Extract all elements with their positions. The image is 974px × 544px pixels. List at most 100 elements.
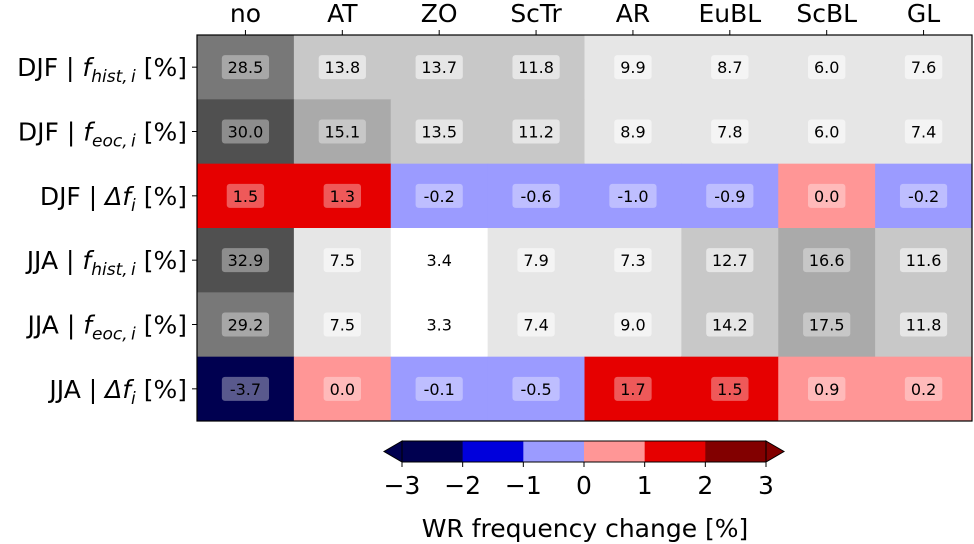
cell-label-box bbox=[614, 248, 652, 273]
heatmap-cell bbox=[197, 99, 295, 165]
cell-value: 7.8 bbox=[717, 123, 742, 142]
column-label: ScTr bbox=[510, 0, 562, 28]
heatmap-cell bbox=[584, 163, 682, 229]
colorbar-extend-max bbox=[765, 440, 785, 463]
cell-label-box bbox=[706, 183, 754, 208]
column-labels: no AT ZO ScTr AR EuBL ScBL GL bbox=[230, 0, 940, 35]
cell-value: 28.5 bbox=[228, 58, 264, 77]
row-label: JJA | feoc, i [%] bbox=[26, 311, 188, 345]
column-label: AT bbox=[327, 0, 358, 28]
row-unit: [%] bbox=[136, 246, 187, 275]
row-season: JJA | bbox=[47, 375, 105, 404]
column-label: no bbox=[230, 0, 261, 28]
cell-value: 6.0 bbox=[814, 58, 839, 77]
heatmap-cell bbox=[293, 163, 392, 229]
cell-label-box bbox=[318, 119, 366, 144]
cell-label-box bbox=[323, 312, 362, 337]
cell-label-box bbox=[221, 119, 270, 144]
cell-value: 0.9 bbox=[814, 380, 839, 399]
cell-value: 11.6 bbox=[906, 251, 942, 270]
colorbar-segment bbox=[705, 441, 767, 462]
row-label: JJA | fhist, i [%] bbox=[25, 246, 187, 280]
cell-label-box bbox=[221, 55, 270, 80]
heatmap-cell bbox=[487, 356, 585, 422]
heatmap-cell bbox=[778, 228, 876, 293]
cell-value: 1.5 bbox=[717, 380, 742, 399]
cell-label-box bbox=[614, 312, 652, 337]
row-season: JJA | bbox=[25, 246, 83, 275]
cell-label-box bbox=[415, 119, 463, 144]
cell-label-box bbox=[415, 376, 463, 401]
cell-label-box bbox=[517, 248, 555, 273]
cell-value: 0.0 bbox=[814, 187, 839, 206]
row-subscript: i bbox=[131, 196, 136, 216]
row-unit: [%] bbox=[136, 53, 187, 82]
heatmap-cell bbox=[197, 356, 295, 422]
cell-value: 3.3 bbox=[426, 316, 451, 335]
heatmap-cell bbox=[390, 292, 489, 358]
cell-label-box bbox=[512, 183, 560, 208]
heatmap-cell bbox=[293, 99, 392, 165]
heatmap-cell bbox=[390, 228, 489, 293]
cell-label-box bbox=[512, 55, 560, 80]
row-symbol: Δf bbox=[103, 375, 134, 404]
cell-label-box bbox=[807, 183, 846, 208]
cell-value: 16.6 bbox=[809, 251, 845, 270]
cell-label-box bbox=[807, 119, 846, 144]
cell-label-box bbox=[415, 55, 463, 80]
heatmap-cell bbox=[197, 163, 295, 229]
column-label: ZO bbox=[421, 0, 458, 28]
cell-label-box bbox=[711, 55, 749, 80]
row-subscript: i bbox=[131, 389, 136, 409]
cell-value: 7.5 bbox=[330, 251, 355, 270]
cell-value: -0.2 bbox=[908, 187, 939, 206]
cell-value: 14.2 bbox=[712, 316, 748, 335]
colorbar-segment bbox=[523, 441, 585, 462]
cell-label-box bbox=[614, 119, 652, 144]
colorbar-segment bbox=[402, 441, 463, 462]
cell-label-box bbox=[323, 248, 362, 273]
colorbar-segment bbox=[644, 441, 706, 462]
cell-label-box bbox=[711, 119, 749, 144]
row-unit: [%] bbox=[136, 182, 187, 211]
cell-label-box bbox=[706, 312, 754, 337]
cell-label-box bbox=[904, 119, 943, 144]
cell-label-box bbox=[226, 183, 265, 208]
cell-value: 7.4 bbox=[523, 316, 548, 335]
heatmap-cell bbox=[875, 163, 973, 229]
cell-value: 7.5 bbox=[330, 316, 355, 335]
cell-label-box bbox=[803, 312, 851, 337]
cell-value: 7.4 bbox=[911, 123, 936, 142]
cell-value: -0.5 bbox=[520, 380, 551, 399]
colorbar-tick-label: −3 bbox=[384, 471, 421, 500]
cell-value: 8.9 bbox=[620, 123, 645, 142]
cell-label-box bbox=[904, 55, 943, 80]
cell-value: 7.9 bbox=[523, 251, 548, 270]
heatmap-cell bbox=[293, 356, 392, 422]
heatmap-cell bbox=[487, 163, 585, 229]
row-subscript: hist, i bbox=[91, 260, 136, 280]
cell-value: -0.6 bbox=[520, 187, 551, 206]
cell-value: 0.2 bbox=[911, 380, 936, 399]
row-label: DJF | fhist, i [%] bbox=[17, 53, 187, 87]
cell-value: 13.5 bbox=[421, 123, 457, 142]
cell-label-box bbox=[415, 183, 463, 208]
cell-label-box bbox=[807, 376, 846, 401]
column-label: ScBL bbox=[796, 0, 857, 28]
heatmap-cell bbox=[390, 163, 489, 229]
row-season: DJF | bbox=[18, 118, 83, 147]
cell-value: 7.6 bbox=[911, 58, 936, 77]
cell-value: -0.2 bbox=[424, 187, 455, 206]
colorbar-tick-label: 0 bbox=[576, 471, 592, 500]
row-labels: DJF | fhist, i [%] DJF | feoc, i [%]DJF |… bbox=[17, 53, 197, 409]
heatmap-cell bbox=[681, 356, 779, 422]
colorbar-label: WR frequency change [%] bbox=[422, 514, 749, 543]
row-label: DJF | feoc, i [%] bbox=[18, 118, 187, 152]
cell-value: -1.0 bbox=[617, 187, 648, 206]
heatmap-cell bbox=[197, 292, 295, 358]
cell-value: 11.2 bbox=[518, 123, 554, 142]
column-label: GL bbox=[907, 0, 940, 28]
cell-label-box bbox=[221, 376, 270, 401]
cell-label-box bbox=[512, 119, 560, 144]
cell-label-box bbox=[899, 183, 948, 208]
